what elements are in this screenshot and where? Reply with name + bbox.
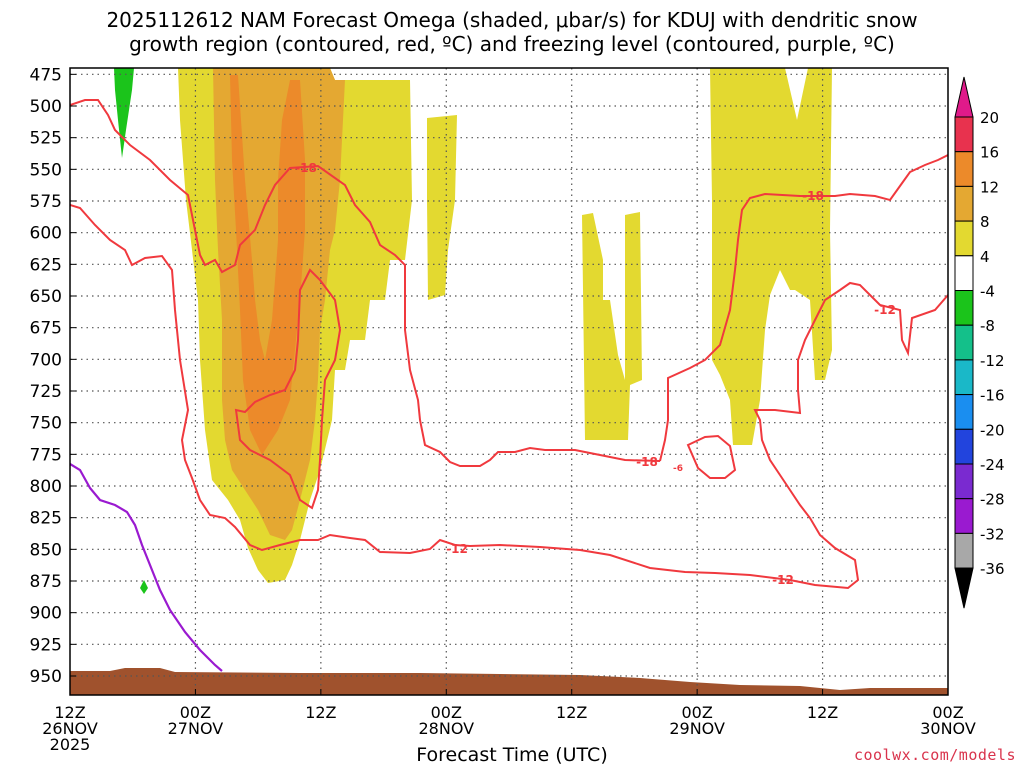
freezing-level-contour [70,463,223,672]
x-tick-label: 12Z [807,703,838,722]
y-tick-label: 725 [30,382,62,402]
colorbar-swatch [954,532,974,569]
y-tick-label: 825 [30,509,62,529]
contour-neg12-main [70,204,948,590]
y-tick-label: 675 [30,319,62,339]
omega-area-yellow-mid [582,212,642,440]
title-line-2: growth region (contoured, red, ºC) and f… [129,32,895,56]
contour-label: -18 [636,455,658,469]
y-tick-label: 750 [30,414,62,434]
colorbar-bottom-arrow [954,567,974,609]
colorbar-swatch [954,220,974,257]
chart-title: 2025112612 NAM Forecast Omega (shaded, μ… [0,8,1024,56]
dgz-contours [70,99,948,590]
y-tick-label: 475 [30,65,62,85]
omega-area-yellow-strip [427,115,457,300]
colorbar-label: 4 [980,248,990,266]
colorbar-swatch [954,255,974,292]
colorbar-label: -28 [980,491,1005,509]
y-tick-label: 775 [30,445,62,465]
y-tick-label: 850 [30,540,62,560]
x-tick-label: 28NOV [418,719,474,738]
colorbar-label: -4 [980,283,995,301]
omega-area-orange [230,75,305,455]
y-tick-label: 900 [30,604,62,624]
colorbar-label: 8 [980,213,990,231]
y-tick-label: 700 [30,350,62,370]
contour-neg18-loop [686,434,737,479]
omega-area-yellow-right [710,68,832,445]
colorbar-swatch [954,185,974,222]
colorbar-swatch [954,290,974,326]
x-tick-label: 12Z [556,703,587,722]
colorbar-label: 16 [980,144,999,162]
colorbar-swatch [954,428,974,465]
contour-label: -12 [446,542,468,556]
contour-label: -12 [874,303,896,317]
colorbar-swatch [954,324,974,361]
colorbar-top-arrow [954,76,974,118]
y-tick-label: 625 [30,255,62,275]
y-tick-label: 950 [30,667,62,687]
contour-neg18-left [70,99,661,467]
colorbar-label: 20 [980,109,999,127]
x-tick-label: 26NOV [42,719,98,738]
grid-lines [70,68,948,695]
credit-text: coolwx.com/models [853,746,1016,764]
x-tick-label: 00Z [431,703,462,722]
omega-area-green-top [114,68,134,158]
y-tick-label: 650 [30,287,62,307]
contour-neg18-inner [234,268,342,510]
contour-label: -12 [772,573,794,587]
colorbar-label: -16 [980,387,1005,405]
x-tick-label: 00Z [932,703,963,722]
colorbar-swatch [954,151,974,187]
colorbar-swatch [954,463,974,500]
colorbar-label: -32 [980,525,1005,543]
y-tick-label: 500 [30,97,62,117]
y-tick-label: 800 [30,477,62,497]
x-tick-label: 2025 [50,735,91,754]
colorbar: 20 16 12 8 4 -4 -8 -12 -16 -20 -24 -28 -32 -36 [954,76,1005,609]
colorbar-swatch [954,359,974,396]
x-tick-label: 12Z [54,703,85,722]
colorbar-swatch [954,116,974,153]
y-tick-label: 525 [30,129,62,149]
x-tick-label: 27NOV [168,719,224,738]
x-tick-label: 30NOV [920,719,976,738]
contour-label: -18 [295,161,317,175]
colorbar-label: -8 [980,317,995,335]
contour-labels: -18 -18 -18 -12 -12 -12 -6 [295,161,896,587]
terrain [70,668,948,695]
contour-label: -6 [673,464,683,474]
x-tick-label: 00Z [681,703,712,722]
colorbar-label: 12 [980,178,999,196]
colorbar-label: -20 [980,421,1005,439]
y-axis: 475 500 525 550 575 600 625 650 675 700 725 750 775 8… [30,65,76,687]
y-tick-label: 600 [30,224,62,244]
y-tick-label: 925 [30,635,62,655]
colorbar-label: -36 [980,560,1005,578]
x-tick-label: 29NOV [669,719,725,738]
x-tick-label: 00Z [180,703,211,722]
colorbar-label: -12 [980,352,1005,370]
x-tick-label: 12Z [305,703,336,722]
plot-frame [69,67,949,696]
omega-area-green-spot [140,580,148,594]
colorbar-swatch [954,394,974,430]
colorbar-label: -24 [980,456,1005,474]
x-axis-title: Forecast Time (UTC) [416,744,608,766]
y-tick-label: 875 [30,572,62,592]
y-tick-label: 575 [30,192,62,212]
colorbar-swatch [954,498,974,534]
contour-neg18-right [659,154,948,462]
title-line-1: 2025112612 NAM Forecast Omega (shaded, μ… [106,8,918,32]
y-tick-label: 550 [30,160,62,180]
contour-label: -18 [802,189,824,203]
